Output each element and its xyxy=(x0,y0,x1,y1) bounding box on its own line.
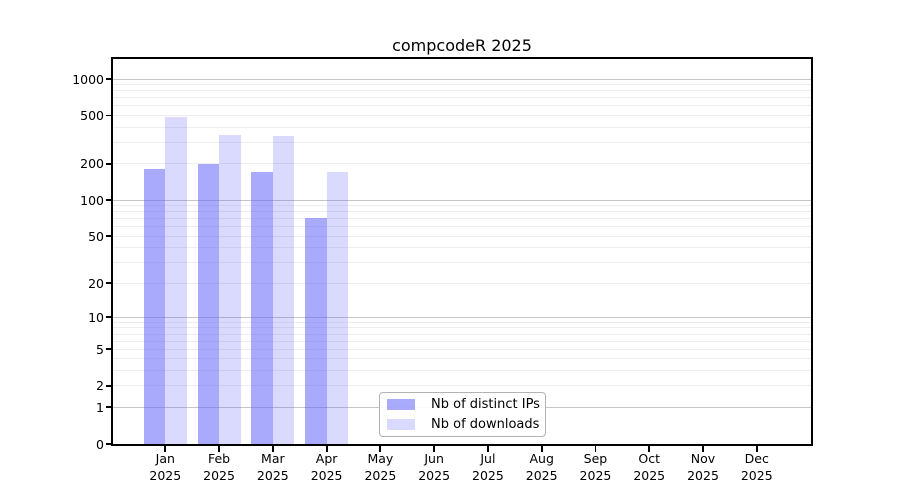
y-tick-mark xyxy=(106,78,113,80)
y-tick-mark xyxy=(106,406,113,409)
x-tick-mark xyxy=(487,446,489,452)
minor-gridline xyxy=(113,126,811,128)
major-gridline xyxy=(113,199,811,201)
x-tick-mark xyxy=(755,446,758,452)
minor-gridline xyxy=(113,84,811,86)
minor-gridline xyxy=(113,115,811,117)
legend-swatch-distinct-ips xyxy=(387,399,415,410)
minor-gridline xyxy=(113,90,811,92)
legend-label-distinct-ips: Nb of distinct IPs xyxy=(431,397,540,412)
bar-downloads-mar xyxy=(272,136,295,444)
x-tick-label: Dec 2025 xyxy=(740,451,773,483)
x-tick-label: Sep 2025 xyxy=(579,451,612,483)
legend-item-distinct-ips: Nb of distinct IPs xyxy=(387,397,540,412)
x-tick-label: Nov 2025 xyxy=(687,451,719,483)
minor-gridline xyxy=(113,205,811,207)
legend-item-downloads: Nb of downloads xyxy=(387,417,539,432)
chart-title: compcodeR 2025 xyxy=(392,36,532,55)
minor-gridline xyxy=(113,163,811,165)
y-tick-label: 20 xyxy=(88,275,104,291)
legend-swatch-downloads xyxy=(387,419,415,430)
y-tick-label: 5 xyxy=(96,341,104,357)
bar-downloads-apr xyxy=(326,171,349,444)
y-tick-mark xyxy=(106,385,113,387)
legend: Nb of distinct IPs Nb of downloads xyxy=(379,392,546,437)
x-tick-mark xyxy=(433,446,436,452)
x-tick-mark xyxy=(540,446,543,452)
minor-gridline xyxy=(113,385,811,387)
x-tick-mark xyxy=(594,446,597,452)
y-tick-label: 1 xyxy=(96,399,104,415)
y-tick-mark xyxy=(106,114,113,117)
x-tick-label: Apr 2025 xyxy=(310,451,343,483)
minor-gridline xyxy=(113,358,811,360)
y-tick-mark xyxy=(106,235,113,238)
minor-gridline xyxy=(113,141,811,143)
x-tick-label: Jul 2025 xyxy=(472,451,504,483)
minor-gridline xyxy=(113,327,811,329)
x-tick-mark xyxy=(218,446,220,452)
x-tick-mark xyxy=(325,446,328,452)
x-tick-label: May 2025 xyxy=(364,451,397,483)
minor-gridline xyxy=(113,97,811,99)
x-tick-label: Jan 2025 xyxy=(149,451,182,483)
bar-distinct-ips-jan xyxy=(143,169,166,444)
x-tick-label: Feb 2025 xyxy=(203,451,235,483)
minor-gridline xyxy=(113,235,811,237)
x-tick-mark xyxy=(648,446,651,452)
x-tick-mark xyxy=(271,446,274,452)
y-tick-label: 200 xyxy=(80,156,104,172)
minor-gridline xyxy=(113,247,811,249)
minor-gridline xyxy=(113,226,811,228)
bar-distinct-ips-feb xyxy=(197,163,220,444)
x-tick-label: Mar 2025 xyxy=(256,451,289,483)
x-tick-label: Aug 2025 xyxy=(525,451,558,483)
minor-gridline xyxy=(113,105,811,107)
y-tick-label: 2 xyxy=(96,378,104,394)
x-tick-label: Oct 2025 xyxy=(633,451,666,483)
bar-downloads-feb xyxy=(219,134,241,444)
x-tick-mark xyxy=(702,446,704,452)
y-tick-mark xyxy=(106,348,113,351)
minor-gridline xyxy=(113,282,811,284)
minor-gridline xyxy=(113,262,811,264)
minor-gridline xyxy=(113,348,811,350)
y-tick-label: 0 xyxy=(96,436,104,452)
major-gridline xyxy=(113,78,811,80)
x-tick-label: Jun 2025 xyxy=(418,451,451,483)
y-tick-mark xyxy=(106,199,113,202)
y-tick-label: 500 xyxy=(80,108,104,124)
minor-gridline xyxy=(113,340,811,342)
bar-distinct-ips-apr xyxy=(305,218,327,444)
y-tick-label: 50 xyxy=(88,228,104,244)
minor-gridline xyxy=(113,211,811,213)
major-gridline xyxy=(113,316,811,318)
bar-downloads-jan xyxy=(165,116,187,444)
y-tick-mark xyxy=(106,282,113,285)
minor-gridline xyxy=(113,370,811,372)
minor-gridline xyxy=(113,321,811,323)
y-tick-label: 100 xyxy=(80,192,104,208)
bar-distinct-ips-mar xyxy=(251,171,273,444)
y-tick-label: 10 xyxy=(88,309,104,325)
y-tick-mark xyxy=(106,443,113,445)
y-tick-label: 1000 xyxy=(72,71,104,87)
minor-gridline xyxy=(113,218,811,220)
y-tick-mark xyxy=(106,316,113,319)
minor-gridline xyxy=(113,333,811,335)
x-tick-mark xyxy=(379,446,382,452)
legend-label-downloads: Nb of downloads xyxy=(431,417,540,432)
x-tick-mark xyxy=(164,446,167,452)
y-tick-mark xyxy=(106,162,113,165)
